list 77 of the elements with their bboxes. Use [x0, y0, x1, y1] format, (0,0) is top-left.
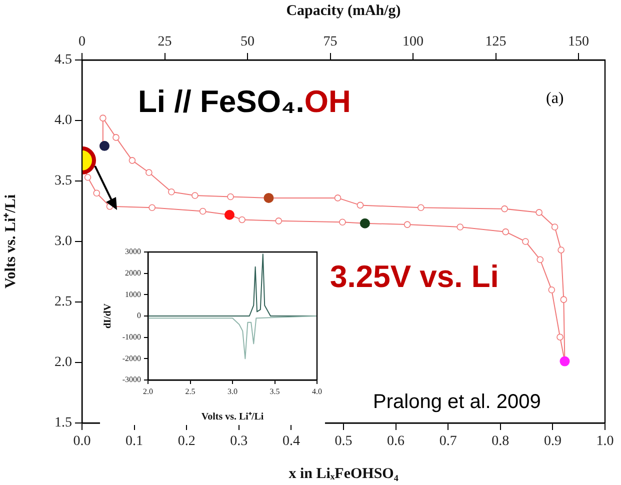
x2-tick-label: 25: [158, 34, 172, 50]
x-tick-label: 4.0: [312, 386, 322, 396]
x-tick-label: 0.6: [387, 434, 405, 450]
point: [199, 208, 206, 215]
point: [227, 193, 234, 200]
point: [99, 140, 110, 151]
y-tick-label: -1000: [122, 332, 141, 342]
point: [275, 218, 282, 224]
x2-tick-label: 75: [323, 34, 338, 50]
x2-tick-label: 50: [240, 34, 255, 50]
point: [192, 192, 198, 199]
x-tick-label: 0.2: [178, 434, 196, 450]
annotation: OH: [304, 84, 351, 119]
point: [84, 174, 92, 181]
annotation: 3.25V vs. Li: [330, 259, 499, 294]
x-tick-label: 0.8: [492, 434, 510, 450]
point: [548, 286, 556, 294]
point: [501, 205, 508, 212]
y-tick-label: 4.0: [54, 113, 72, 128]
x-axis-title: Volts vs. Li⁺/Li: [201, 412, 264, 423]
y-tick-label: 3.5: [54, 174, 72, 189]
x-tick-label: 2.5: [185, 386, 196, 396]
y-tick-label: -3000: [122, 375, 141, 384]
y-axis-title: dI/dV: [102, 302, 114, 329]
x-tick-label: 1.0: [596, 434, 614, 450]
point: [112, 134, 120, 141]
x-tick-label: 0.9: [544, 434, 562, 450]
point: [502, 228, 510, 236]
x-tick-label: 0.7: [439, 434, 457, 450]
x-tick-label: 0.5: [334, 434, 352, 450]
x-tick-label: 0.4: [282, 434, 300, 450]
point: [404, 221, 411, 228]
x2-tick-label: 100: [402, 34, 424, 50]
x2-tick-label: 0: [78, 34, 86, 50]
annotation: (a): [546, 90, 564, 107]
x-axis-title: x in LiₓFeOHSO₄: [288, 466, 399, 482]
point: [536, 256, 544, 264]
point: [100, 114, 106, 122]
y-tick-label: 3.0: [54, 234, 72, 250]
point: [238, 216, 246, 224]
y-tick-label: 1000: [125, 290, 141, 299]
y-tick-label: 3000: [125, 247, 141, 256]
x2-axis-title: Capacity (mAh/g): [286, 2, 401, 19]
x-tick-label: 3.0: [228, 386, 238, 396]
y-tick-label: 2.5: [54, 294, 72, 310]
point: [418, 204, 424, 212]
y-tick-label: 2000: [125, 268, 141, 278]
point: [339, 218, 346, 226]
y-tick-label: 0: [137, 311, 141, 320]
point: [456, 224, 464, 230]
point: [146, 169, 152, 176]
point: [356, 202, 364, 209]
point: [93, 190, 100, 196]
point: [551, 224, 558, 230]
y-tick-label: 1.5: [54, 416, 72, 431]
point: [168, 188, 175, 196]
point: [148, 204, 156, 212]
x-tick-label: 2.0: [143, 386, 153, 396]
point: [560, 296, 568, 303]
x-tick-label: 0.3: [230, 434, 248, 450]
point: [556, 334, 564, 340]
point: [522, 238, 529, 245]
x2-tick-label: 150: [568, 34, 590, 50]
y-tick-label: 4.5: [54, 52, 72, 68]
point: [334, 194, 342, 202]
annotation: Li // FeSO₄.: [138, 84, 304, 119]
x-tick-label: 0.0: [73, 434, 91, 450]
point: [558, 246, 564, 254]
y-tick-label: -2000: [122, 354, 141, 363]
point: [536, 209, 542, 216]
x-tick-label: 3.5: [270, 386, 280, 396]
point: [128, 157, 136, 164]
x2-tick-label: 125: [485, 34, 506, 50]
annotation: Pralong et al. 2009: [373, 391, 541, 413]
y-tick-label: 2.0: [54, 355, 72, 370]
x-tick-label: 0.1: [126, 434, 144, 450]
y-axis-title: Volts vs. Li⁺/Li: [2, 194, 19, 289]
